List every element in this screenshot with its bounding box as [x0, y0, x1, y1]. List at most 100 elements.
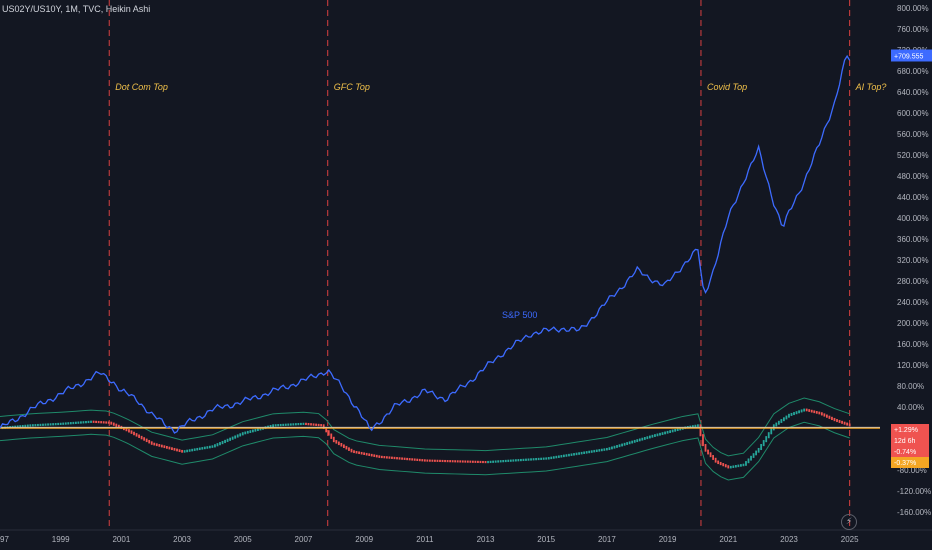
candle [29, 424, 32, 427]
candle [699, 424, 702, 437]
candle [34, 424, 37, 427]
candle [428, 459, 431, 462]
y-tick-label: 120.00% [897, 361, 929, 370]
candle [337, 441, 340, 446]
candle [110, 421, 113, 425]
candle [646, 436, 649, 440]
candle [208, 445, 211, 449]
x-axis[interactable]: 1997 1999 2001 2003 2005 2007 2009 2011 2013 2015… [0, 529, 932, 544]
candle [350, 448, 353, 453]
annotation-label: Dot Com Top [115, 82, 168, 92]
candle [335, 440, 338, 444]
candle [482, 460, 484, 464]
candle [14, 425, 17, 428]
candle [42, 423, 44, 426]
candle [176, 448, 178, 452]
candle [135, 433, 138, 437]
candle [767, 432, 770, 439]
y-tick-label: 560.00% [897, 130, 929, 139]
candle [608, 447, 611, 451]
candle [150, 441, 153, 445]
candle [47, 423, 49, 426]
value-badge [891, 435, 929, 446]
candle [165, 445, 168, 449]
candle [181, 449, 183, 453]
y-tick-label: 240.00% [897, 298, 929, 307]
candle [406, 457, 409, 461]
candle [810, 409, 813, 413]
candle [841, 420, 843, 424]
candle [19, 425, 22, 428]
candle [307, 422, 310, 426]
candle [707, 449, 709, 455]
candle [461, 460, 464, 463]
y-tick-label: 680.00% [897, 67, 929, 76]
candle [236, 434, 239, 438]
upper-band [0, 397, 850, 457]
candle [537, 457, 540, 461]
candle [37, 423, 39, 427]
candle [631, 440, 634, 444]
lightning-icon[interactable]: ⚡ [841, 514, 857, 530]
candle [112, 422, 115, 426]
candle [69, 422, 72, 425]
x-tick-label: 2025 [841, 535, 859, 544]
candle [289, 423, 292, 426]
x-tick-label: 2015 [537, 535, 555, 544]
candle [216, 443, 219, 447]
candle [64, 422, 67, 425]
candle [628, 441, 631, 445]
candle [813, 410, 816, 414]
candle [214, 444, 216, 448]
candle [153, 442, 156, 446]
candle [745, 461, 747, 466]
candle [57, 422, 60, 426]
candle [396, 457, 398, 460]
candle [385, 456, 388, 459]
candle [62, 422, 65, 425]
candle [568, 453, 570, 457]
candle [54, 423, 57, 426]
candle [704, 444, 707, 452]
candle [363, 452, 366, 456]
candle [722, 463, 725, 467]
candle [224, 439, 226, 444]
candle [815, 411, 818, 414]
candle [719, 461, 722, 466]
candle [16, 425, 19, 428]
candle [545, 457, 548, 460]
y-tick-label: 600.00% [897, 109, 929, 118]
y-tick-label: 440.00% [897, 193, 929, 202]
candle [348, 447, 350, 451]
candle [532, 458, 535, 461]
candle [163, 445, 166, 449]
candle [274, 424, 277, 427]
y-tick-label: 320.00% [897, 256, 929, 265]
candle [527, 458, 530, 461]
candle [77, 421, 80, 424]
candle [375, 454, 378, 458]
candle [426, 459, 429, 462]
x-tick-label: 2003 [173, 535, 191, 544]
candle [302, 422, 305, 425]
candle [325, 426, 328, 433]
candle [641, 437, 644, 441]
candle [90, 420, 92, 423]
candle [418, 458, 421, 462]
candle [611, 446, 613, 450]
candle [714, 457, 717, 463]
candle [732, 465, 735, 468]
candle [95, 420, 97, 424]
y-tick-label: 360.00% [897, 235, 929, 244]
candle [52, 423, 55, 426]
candle [355, 450, 358, 454]
candle [790, 412, 793, 416]
candle [583, 451, 586, 454]
y-tick-label: 800.00% [897, 4, 929, 13]
candle [674, 428, 677, 432]
candle [332, 436, 335, 443]
candle [530, 458, 532, 461]
candle [648, 435, 651, 439]
candle [434, 459, 436, 462]
